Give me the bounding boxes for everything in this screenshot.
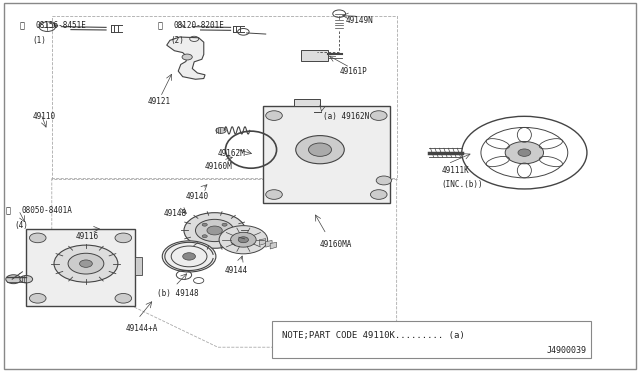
- Text: 49110: 49110: [33, 112, 56, 121]
- Text: 49149N: 49149N: [346, 16, 373, 25]
- Text: 49148: 49148: [164, 209, 187, 218]
- Circle shape: [115, 233, 132, 243]
- Circle shape: [6, 275, 21, 284]
- Text: (1): (1): [33, 36, 47, 45]
- Text: Ⓑ: Ⓑ: [20, 21, 25, 30]
- Text: 49160MA: 49160MA: [320, 240, 353, 249]
- Circle shape: [308, 143, 332, 156]
- Text: 49111K: 49111K: [442, 166, 469, 174]
- FancyBboxPatch shape: [272, 321, 591, 358]
- Circle shape: [195, 219, 234, 241]
- Text: (4): (4): [15, 221, 29, 230]
- FancyBboxPatch shape: [262, 106, 390, 203]
- Circle shape: [182, 253, 195, 260]
- Circle shape: [376, 176, 392, 185]
- Circle shape: [219, 226, 268, 254]
- Circle shape: [266, 111, 282, 121]
- Polygon shape: [167, 37, 205, 79]
- Circle shape: [68, 253, 104, 274]
- Circle shape: [230, 232, 256, 247]
- Text: 49144: 49144: [224, 266, 247, 275]
- Circle shape: [371, 111, 387, 121]
- Circle shape: [54, 245, 118, 282]
- Text: J4900039: J4900039: [547, 346, 587, 355]
- Circle shape: [518, 149, 531, 156]
- Text: 49144+A: 49144+A: [125, 324, 157, 333]
- Circle shape: [222, 223, 227, 226]
- Circle shape: [318, 110, 324, 114]
- Circle shape: [266, 190, 282, 199]
- Circle shape: [222, 235, 227, 238]
- Circle shape: [29, 294, 46, 303]
- Circle shape: [202, 235, 207, 238]
- Circle shape: [79, 260, 92, 267]
- Text: 49116: 49116: [76, 232, 99, 241]
- Text: 49162M: 49162M: [218, 149, 246, 158]
- FancyBboxPatch shape: [301, 50, 328, 61]
- Circle shape: [20, 276, 33, 283]
- Text: (INC.(b)): (INC.(b)): [442, 180, 483, 189]
- Text: 49160M: 49160M: [205, 162, 233, 171]
- Circle shape: [29, 233, 46, 243]
- Text: (a) 49162N: (a) 49162N: [323, 112, 369, 121]
- Text: 08120-8201E: 08120-8201E: [173, 21, 224, 30]
- Text: Ⓑ: Ⓑ: [6, 206, 11, 215]
- FancyBboxPatch shape: [4, 3, 636, 369]
- FancyBboxPatch shape: [26, 229, 135, 307]
- Circle shape: [371, 190, 387, 199]
- Circle shape: [505, 141, 543, 164]
- Text: 49161P: 49161P: [339, 67, 367, 76]
- Circle shape: [184, 213, 245, 248]
- Polygon shape: [266, 240, 272, 247]
- Circle shape: [314, 108, 329, 116]
- Text: (2): (2): [170, 36, 184, 45]
- FancyBboxPatch shape: [135, 257, 143, 275]
- Circle shape: [115, 294, 132, 303]
- Circle shape: [296, 136, 344, 164]
- Text: Ⓑ: Ⓑ: [157, 21, 162, 30]
- Text: 49140: 49140: [186, 192, 209, 201]
- Circle shape: [238, 237, 248, 243]
- Circle shape: [207, 226, 222, 235]
- Text: NOTE;PART CODE 49110K......... (a): NOTE;PART CODE 49110K......... (a): [282, 331, 465, 340]
- FancyBboxPatch shape: [294, 99, 320, 106]
- Circle shape: [216, 128, 226, 134]
- Text: (b) 49148: (b) 49148: [157, 289, 199, 298]
- Circle shape: [163, 241, 216, 272]
- Text: 49121: 49121: [148, 97, 171, 106]
- Circle shape: [202, 223, 207, 226]
- Polygon shape: [259, 238, 266, 245]
- Text: 08050-8401A: 08050-8401A: [22, 206, 73, 215]
- Polygon shape: [270, 242, 276, 249]
- Text: 08156-8451E: 08156-8451E: [36, 21, 86, 30]
- Circle shape: [182, 54, 192, 60]
